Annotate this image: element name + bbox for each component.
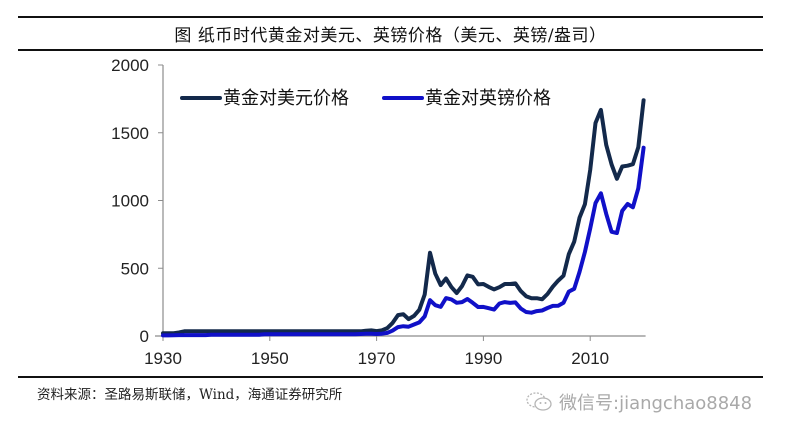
y-tick-label: 500: [121, 259, 149, 278]
plot-lines: [161, 98, 646, 338]
y-tick-label: 0: [140, 327, 149, 346]
x-tick-label: 1990: [464, 349, 502, 368]
x-tick-label: 1970: [358, 349, 396, 368]
title-rule: [18, 49, 763, 51]
legend-label: 黄金对美元价格: [223, 88, 349, 109]
legend-item-usd: 黄金对美元价格: [180, 88, 349, 109]
y-tick-label: 1000: [111, 192, 149, 211]
watermark-text: 微信号:jiangchao8848: [559, 393, 753, 414]
top-rule: [18, 16, 763, 18]
x-tick-label: 1950: [251, 349, 289, 368]
gbp-price-line: [161, 145, 646, 338]
bottom-rule: [18, 376, 763, 378]
legend-label: 黄金对英镑价格: [425, 88, 551, 109]
chart-title: 图 纸币时代黄金对美元、英镑价格（美元、英镑/盎司）: [174, 26, 607, 46]
y-tick-label: 1500: [111, 124, 149, 143]
wechat-icon: [526, 392, 552, 411]
y-tick-label: 2000: [111, 56, 149, 75]
x-axis: 1930 1950 1970 1990 2010: [144, 335, 646, 368]
legend-item-gbp: 黄金对英镑价格: [382, 88, 551, 109]
watermark: 微信号:jiangchao8848: [525, 389, 752, 415]
usd-price-line: [161, 98, 646, 336]
y-axis: 0 500 1000 1500 2000: [111, 56, 164, 346]
source-note: 资料来源：圣路易斯联储，Wind，海通证券研究所: [37, 387, 343, 403]
x-tick-label: 1930: [144, 349, 182, 368]
legend: 黄金对美元价格 黄金对英镑价格: [180, 88, 551, 109]
line-chart: 0 500 1000 1500 2000 1930 1950 1970 1990 2010 黄金…: [111, 56, 646, 368]
x-tick-label: 2010: [571, 349, 609, 368]
